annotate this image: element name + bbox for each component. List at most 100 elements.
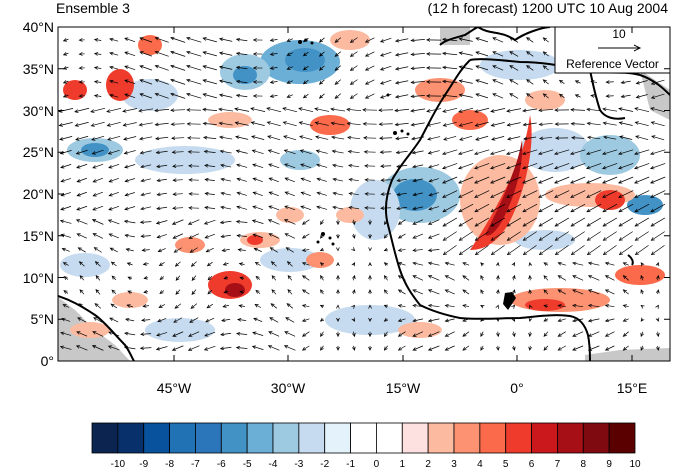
colorbar-swatch [608,422,636,454]
wind-vector [623,318,629,322]
wind-vector-head [587,318,593,323]
wind-vector [586,163,602,169]
wind-vector-head [124,37,129,41]
wind-vector-head [235,93,241,98]
wind-vector-head [139,150,144,155]
wind-vector-head [77,247,82,251]
wind-vector-head [444,333,449,337]
wind-vector-head [93,317,98,321]
wind-vector-head [474,222,479,227]
wind-vector [559,80,565,84]
wind-vector-head [206,262,211,267]
wind-vector-head [235,135,240,140]
wind-vector [186,93,202,99]
wind-vector [490,190,506,198]
wind-vector [634,217,650,227]
wind-vector-head [126,304,131,308]
wind-vector-head [348,177,353,182]
wind-vector-head [336,332,340,338]
wind-vector [110,247,118,253]
wind-vector-head [287,275,292,280]
wind-vector [155,51,169,57]
wind-vector-head [220,163,225,168]
wind-vector-head [410,122,415,127]
wind-vector-head [394,122,399,127]
wind-vector [63,52,69,56]
wind-vector [63,290,69,294]
wind-vector-head [79,275,84,280]
wind-vector [623,289,629,295]
wind-vector-head [368,234,372,239]
wind-vector [603,136,617,140]
wind-vector-head [362,108,367,112]
wind-vector [539,231,553,241]
wind-vector-head [522,165,527,170]
wind-vector [156,206,168,210]
wind-vector [108,205,120,211]
wind-vector [411,39,425,41]
wind-vector-head [412,235,417,239]
wind-vector [348,206,360,210]
wind-vector-head [269,66,274,70]
wind-vector [588,304,600,308]
wind-vector-head [283,135,288,139]
wind-vector-head [410,38,415,43]
wind-vector [397,178,407,182]
wind-vector [141,235,151,237]
wind-vector [157,234,167,238]
wind-vector [651,79,665,85]
wind-vector-head [604,303,610,308]
wind-vector [285,191,295,197]
wind-vector-head [254,303,259,308]
wind-vector [558,275,566,281]
wind-vector-head [253,247,258,252]
wind-vector-head [332,177,337,182]
wind-vector-head [155,346,161,351]
wind-vector [124,37,136,43]
wind-vector-head [538,237,543,241]
wind-vector-head [299,135,304,139]
wind-vector [554,217,570,227]
wind-vector-head [506,180,511,184]
wind-vector [125,318,135,322]
wind-vector [219,122,233,126]
wind-vector [570,203,586,213]
wind-vector-head [412,192,417,197]
wind-vector [156,220,168,224]
wind-vector-head [442,51,447,56]
wind-vector [572,331,584,337]
wind-vector-head [286,38,291,42]
wind-vector-head [283,219,289,223]
wind-vector-head [140,206,145,211]
wind-vector-head [320,220,324,226]
wind-vector-head [218,65,224,70]
wind-vector-head [523,136,528,141]
wind-vector [570,190,586,198]
wind-vector [619,231,633,241]
wind-vector [462,345,470,351]
wind-vector-head [570,180,575,184]
wind-vector [174,303,182,309]
wind-vector [315,136,329,140]
wind-vector [92,345,104,351]
wind-vector [458,163,474,169]
colorbar-swatch [350,422,377,454]
wind-vector [572,345,584,351]
wind-vector [205,179,215,181]
wind-vector [237,235,247,237]
wind-vector-head [428,164,433,169]
wind-vector [413,249,423,251]
wind-vector [127,262,133,266]
wind-vector-head [222,262,227,266]
wind-vector [302,275,310,281]
wind-vector-head [352,289,356,294]
colorbar-label: -7 [190,459,200,470]
wind-vector-head [543,346,548,351]
wind-vector [319,51,325,57]
wind-vector [365,79,375,85]
wind-vector-head [187,347,193,351]
wind-vector [95,261,101,267]
wind-vector [267,121,281,127]
wind-vector-head [512,332,516,338]
wind-vector [555,245,569,255]
